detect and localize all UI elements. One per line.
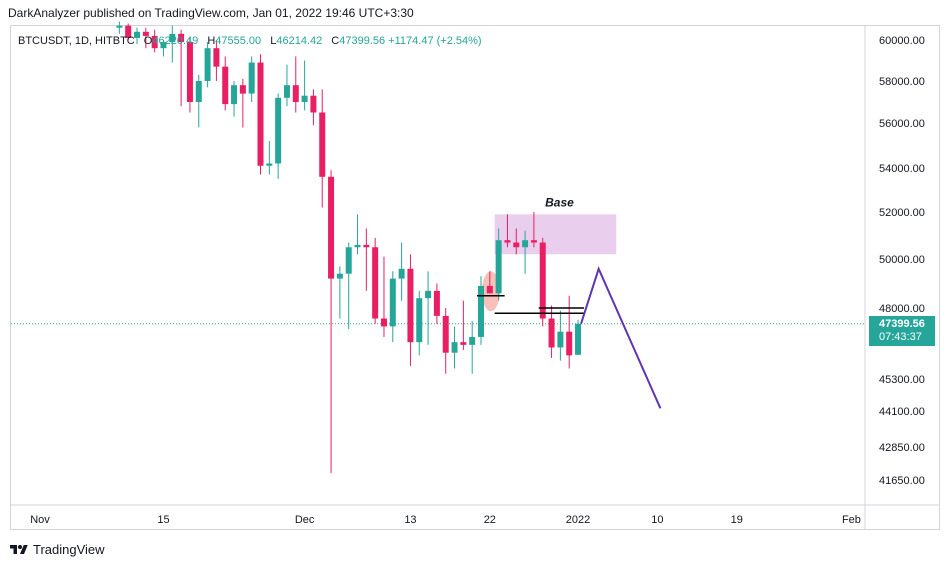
- x-tick-label: 10: [651, 514, 663, 526]
- legend-low-label: L: [270, 35, 277, 47]
- candle-body: [575, 323, 582, 355]
- candle-body: [213, 48, 220, 67]
- x-tick-label: Nov: [30, 514, 50, 526]
- y-tick-label: 60000.00: [879, 35, 925, 47]
- candle-body: [195, 81, 202, 102]
- candle-body: [566, 331, 573, 356]
- y-tick-label: 41650.00: [879, 475, 925, 487]
- y-tick-label: 52000.00: [879, 207, 925, 219]
- candle-body: [522, 240, 529, 248]
- candle-body: [248, 62, 255, 94]
- y-tick-label: 48000.00: [879, 303, 925, 315]
- candle-body: [310, 95, 317, 113]
- candle-body: [345, 247, 352, 274]
- y-tick-label: 58000.00: [879, 76, 925, 88]
- candle-body: [266, 163, 273, 166]
- candle-body: [557, 331, 564, 348]
- legend-symbol: BTCUSDT, 1D, HITBTC: [18, 35, 135, 47]
- candle-body: [416, 298, 423, 343]
- y-tick-label: 45300.00: [879, 374, 925, 386]
- x-tick-label: 15: [157, 514, 169, 526]
- candle-body: [204, 48, 211, 81]
- candle-body: [495, 240, 502, 294]
- candle-body: [336, 273, 343, 279]
- legend-low-value: 46214.42: [276, 35, 323, 47]
- ohlc-legend: BTCUSDT, 1D, HITBTC O46220.49 H47555.00 …: [18, 35, 482, 47]
- bar-countdown: 07:43:37: [879, 331, 922, 343]
- candle-body: [460, 342, 467, 345]
- legend-high-value: 47555.00: [215, 35, 262, 47]
- candle-body: [478, 285, 484, 337]
- candle-body: [513, 242, 520, 248]
- candle-body: [372, 247, 379, 319]
- candle-body: [301, 95, 308, 102]
- candle-body: [169, 33, 176, 43]
- legend-open-value: 46220.49: [152, 35, 199, 47]
- candle-body: [504, 240, 511, 243]
- candle-body: [116, 25, 123, 28]
- x-tick-label: Feb: [842, 514, 861, 526]
- candle-body: [486, 285, 493, 294]
- legend-close-label: C: [331, 35, 340, 47]
- legend-high-label: H: [207, 35, 216, 47]
- y-tick-label: 56000.00: [879, 118, 925, 130]
- candle-body: [142, 31, 149, 36]
- footer-brand[interactable]: TradingView: [10, 542, 105, 557]
- x-tick-label: 13: [404, 514, 416, 526]
- candle-body: [319, 112, 326, 177]
- footer-brand-label: TradingView: [33, 542, 105, 557]
- legend-open-label: O: [143, 35, 153, 47]
- candle-body: [380, 318, 387, 327]
- candle-body: [451, 342, 458, 353]
- candle-body: [257, 62, 264, 166]
- tradingview-logo-icon: [10, 544, 28, 554]
- candle-body: [134, 31, 141, 38]
- candle-body: [539, 242, 546, 319]
- base-zone: [494, 214, 617, 255]
- candle-body: [407, 268, 414, 343]
- candle-body: [275, 97, 282, 164]
- current-price-value: 47399.56: [879, 318, 925, 330]
- y-tick-label: 42850.00: [879, 442, 925, 454]
- x-tick-label: Dec: [295, 514, 315, 526]
- y-tick-label: 44100.00: [879, 406, 925, 418]
- candle-body: [231, 85, 238, 105]
- y-tick-label: 54000.00: [879, 163, 925, 175]
- candle-body: [469, 336, 476, 345]
- base-zone-label: Base: [545, 195, 574, 209]
- x-tick-label: 19: [731, 514, 743, 526]
- y-tick-label: 50000.00: [879, 254, 925, 266]
- candle-body: [354, 244, 361, 248]
- candle-body: [425, 290, 432, 299]
- legend-change: +1174.47 (+2.54%): [388, 35, 482, 47]
- candle-body: [530, 240, 537, 243]
- candle-body: [328, 176, 335, 279]
- candle-body: [239, 85, 246, 94]
- candle-body: [442, 315, 449, 353]
- current-price-tag: 47399.56 07:43:37: [869, 316, 935, 346]
- candle-body: [363, 244, 370, 248]
- chart-frame: [10, 25, 940, 530]
- candle-body: [160, 42, 167, 49]
- projection-path: [580, 265, 662, 409]
- x-tick-label: 22: [484, 514, 496, 526]
- candle-body: [178, 33, 185, 43]
- candle-body: [151, 35, 158, 49]
- candle-body: [548, 318, 555, 348]
- legend-close-value: 47399.56: [339, 35, 386, 47]
- x-tick-label: 2022: [566, 514, 590, 526]
- candle-body: [125, 25, 132, 38]
- candle-body: [398, 268, 405, 279]
- candle-body: [222, 66, 229, 105]
- candle-body: [389, 278, 396, 327]
- candle-body: [283, 85, 290, 98]
- published-line: DarkAnalyzer published on TradingView.co…: [8, 6, 414, 20]
- candle-body: [186, 42, 193, 102]
- candle-body: [433, 290, 440, 316]
- candle-body: [292, 85, 299, 102]
